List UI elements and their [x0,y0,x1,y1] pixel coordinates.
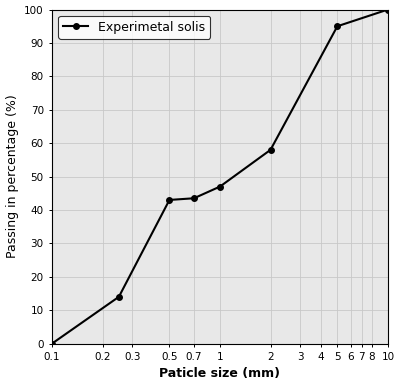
Experimetal solis [116,295,121,299]
Experimetal solis [192,196,196,201]
Experimetal solis [386,7,390,12]
Legend: Experimetal solis: Experimetal solis [58,16,210,39]
Experimetal solis [167,198,172,202]
Experimetal solis [218,184,222,189]
Line: Experimetal solis: Experimetal solis [49,7,391,346]
Y-axis label: Passing in percentage (%): Passing in percentage (%) [6,95,18,259]
Experimetal solis [335,24,340,29]
Experimetal solis [268,147,273,152]
X-axis label: Paticle size (mm): Paticle size (mm) [160,367,280,381]
Experimetal solis [50,341,54,346]
